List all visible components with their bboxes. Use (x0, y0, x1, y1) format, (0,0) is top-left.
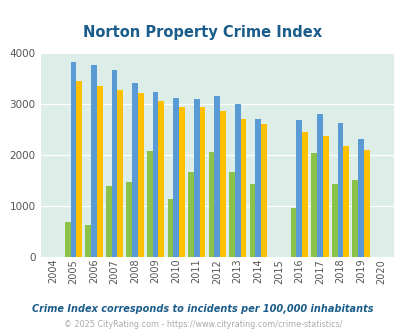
Bar (188, 172, 193, 257)
Bar (352, 180, 357, 257)
Bar (106, 186, 111, 257)
Bar (234, 105, 240, 257)
Bar (337, 123, 343, 257)
Bar (117, 90, 123, 257)
Bar (260, 124, 266, 257)
Bar (363, 150, 369, 257)
Bar (132, 83, 138, 257)
Bar (193, 99, 199, 257)
Bar (343, 146, 348, 257)
Bar (179, 107, 184, 257)
Text: Crime Index corresponds to incidents per 100,000 inhabitants: Crime Index corresponds to incidents per… (32, 304, 373, 314)
Bar (322, 136, 328, 257)
Bar (126, 182, 132, 257)
Bar (316, 114, 322, 257)
Bar (91, 65, 97, 257)
Bar (357, 139, 363, 257)
Bar (249, 184, 255, 257)
Bar (70, 62, 76, 257)
Bar (331, 184, 337, 257)
Bar (76, 82, 82, 257)
Bar (214, 96, 220, 257)
Bar (167, 199, 173, 257)
Bar (311, 153, 316, 257)
Bar (85, 225, 91, 257)
Bar (296, 120, 301, 257)
Bar (240, 119, 246, 257)
Text: Norton Property Crime Index: Norton Property Crime Index (83, 25, 322, 40)
Bar (208, 151, 214, 257)
Bar (97, 85, 102, 257)
Bar (158, 101, 164, 257)
Bar (301, 132, 307, 257)
Bar (220, 111, 225, 257)
Bar (138, 93, 143, 257)
Bar (228, 173, 234, 257)
Bar (147, 151, 152, 257)
Bar (152, 92, 158, 257)
Bar (199, 107, 205, 257)
Bar (255, 119, 260, 257)
Bar (111, 70, 117, 257)
Bar (173, 98, 179, 257)
Bar (290, 208, 296, 257)
Bar (65, 222, 70, 257)
Text: © 2025 CityRating.com - https://www.cityrating.com/crime-statistics/: © 2025 CityRating.com - https://www.city… (64, 319, 341, 329)
